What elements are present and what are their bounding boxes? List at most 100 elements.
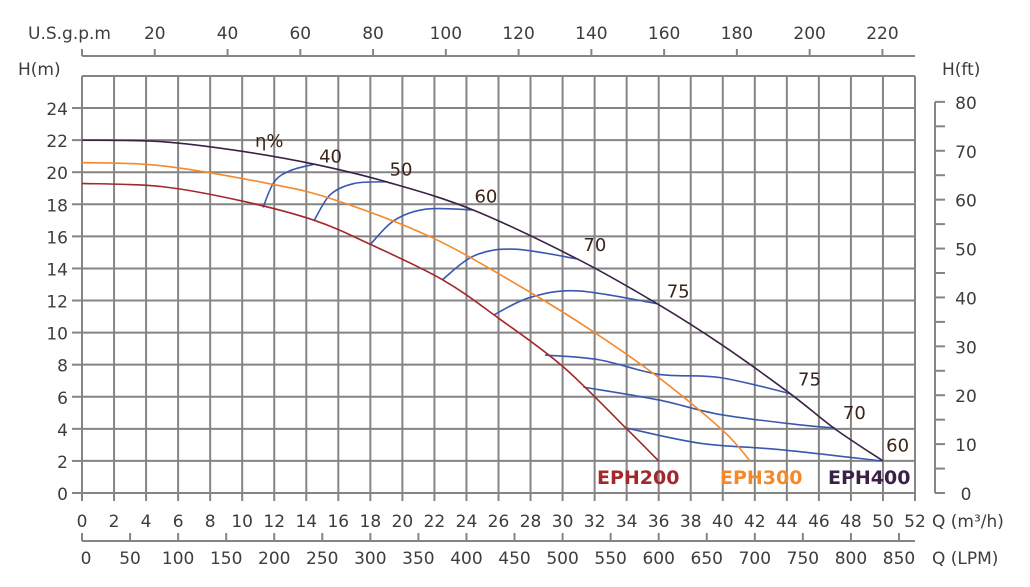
lpm-tick-label: 350 [402, 549, 434, 569]
efficiency-curve-label: 40 [319, 147, 342, 168]
ft-tick-label: 40 [955, 289, 977, 309]
efficiency-curve-label: 75 [667, 281, 690, 302]
ft-tick-label: 20 [955, 387, 977, 407]
efficiency-curve-75 [493, 289, 658, 316]
series-label-eph200: EPH200 [597, 467, 679, 489]
gpm-tick-label: 60 [289, 24, 311, 44]
y-tick-label: 2 [57, 453, 68, 473]
series-line-eph200 [81, 182, 660, 462]
y-tick-label: 16 [46, 228, 68, 248]
lpm-tick-label: 750 [787, 549, 819, 569]
x-axis-label-lpm: Q (LPM) [932, 549, 998, 569]
x-tick-label: 28 [520, 512, 542, 532]
gpm-tick-label: 80 [362, 24, 384, 44]
x-tick-label: 50 [872, 512, 894, 532]
x-tick-label: 44 [776, 512, 798, 532]
lpm-tick-label: 850 [883, 549, 915, 569]
efficiency-curve-label: 50 [390, 159, 413, 180]
y-tick-label: 4 [57, 421, 68, 441]
y-tick-label: 10 [46, 325, 68, 345]
gpm-tick-label: 140 [575, 24, 607, 44]
y-tick-label: 22 [46, 132, 68, 152]
series-label-eph400: EPH400 [828, 467, 910, 489]
series-label-eph300: EPH300 [720, 467, 802, 489]
series-line-eph400 [81, 139, 884, 462]
efficiency-curve-label: 70 [583, 235, 606, 256]
lpm-tick-label: 0 [81, 549, 92, 569]
y-tick-label: 18 [46, 196, 68, 216]
x-tick-label: 22 [424, 512, 446, 532]
ft-tick-label: 70 [955, 143, 977, 163]
x-tick-label: 34 [616, 512, 638, 532]
x-tick-label: 26 [488, 512, 510, 532]
y-tick-label: 8 [57, 357, 68, 377]
efficiency-curve-label: 60 [474, 187, 497, 208]
x-tick-label: 32 [584, 512, 606, 532]
y-axis-label-m: H(m) [18, 60, 61, 80]
lpm-tick-label: 500 [546, 549, 578, 569]
x-tick-label: 42 [744, 512, 766, 532]
y-tick-label: 6 [57, 389, 68, 409]
x-tick-label: 10 [231, 512, 253, 532]
efficiency-curve-50 [313, 181, 387, 221]
gpm-tick-label: 180 [721, 24, 753, 44]
ft-tick-label: 50 [955, 241, 977, 261]
lpm-tick-label: 300 [354, 549, 386, 569]
lpm-tick-label: 150 [210, 549, 242, 569]
y-axis-label-ft: H(ft) [942, 60, 980, 80]
lpm-tick-label: 700 [739, 549, 771, 569]
efficiency-curve-70 [441, 248, 578, 281]
x-tick-label: 40 [712, 512, 734, 532]
y-tick-label: 14 [46, 260, 68, 280]
gpm-tick-label: 20 [144, 24, 166, 44]
x-tick-label: 48 [840, 512, 862, 532]
lpm-tick-label: 50 [119, 549, 141, 569]
x-tick-label: 8 [205, 512, 216, 532]
gpm-tick-label: 100 [430, 24, 462, 44]
gpm-tick-label: 40 [217, 24, 239, 44]
x-tick-label: 52 [904, 512, 926, 532]
efficiency-curve-75 [544, 354, 791, 395]
ft-tick-label: 80 [955, 94, 977, 114]
x-tick-label: 16 [327, 512, 349, 532]
lpm-tick-label: 600 [642, 549, 674, 569]
x-tick-label: 30 [552, 512, 574, 532]
gpm-tick-label: 120 [502, 24, 534, 44]
x-tick-label: 36 [648, 512, 670, 532]
x-tick-label: 12 [263, 512, 285, 532]
curves: 40 50 60 70 75 75 70 60 EPH200 EPH300 EPH400 [81, 139, 910, 489]
y-tick-label: 24 [46, 100, 68, 120]
lpm-tick-label: 400 [450, 549, 482, 569]
efficiency-curve-label: 60 [886, 435, 909, 456]
y-tick-label: 12 [46, 293, 68, 313]
ft-tick-label: 60 [955, 192, 977, 212]
lpm-tick-label: 800 [835, 549, 867, 569]
x-tick-label: 2 [109, 512, 120, 532]
lpm-tick-label: 450 [498, 549, 530, 569]
gpm-tick-label: 200 [793, 24, 825, 44]
efficiency-curve-70 [583, 386, 835, 429]
efficiency-curve-label: 75 [798, 370, 821, 391]
x-tick-label: 38 [680, 512, 702, 532]
x-tick-label: 24 [456, 512, 478, 532]
ft-tick-label: 0 [961, 485, 972, 505]
efficiency-curve-60 [369, 207, 473, 245]
y-tick-label: 20 [46, 164, 68, 184]
efficiency-label: η% [255, 131, 284, 152]
efficiency-curve-60 [626, 427, 882, 462]
x-tick-label: 4 [141, 512, 152, 532]
lpm-tick-label: 550 [594, 549, 626, 569]
y-tick-label: 0 [57, 485, 68, 505]
x-tick-label: 6 [173, 512, 184, 532]
gpm-tick-label: 220 [866, 24, 898, 44]
gpm-axis-label: U.S.g.p.m [28, 24, 111, 44]
x-tick-label: 0 [77, 512, 88, 532]
lpm-tick-label: 650 [691, 549, 723, 569]
efficiency-curve-label: 70 [843, 403, 866, 424]
gpm-tick-label: 160 [648, 24, 680, 44]
x-tick-label: 18 [360, 512, 382, 532]
ft-tick-label: 10 [955, 436, 977, 456]
lpm-tick-label: 200 [258, 549, 290, 569]
